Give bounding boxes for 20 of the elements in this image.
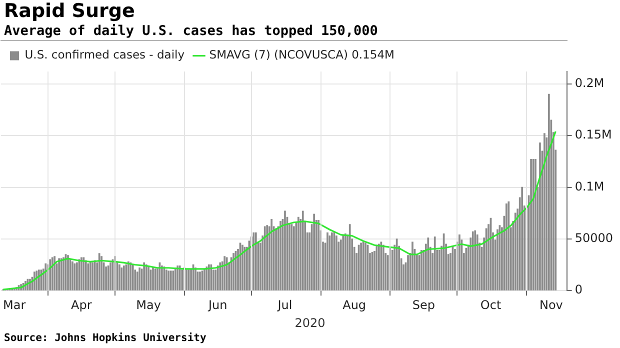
x-tick-label: Apr: [71, 298, 92, 312]
x-tick-label: Nov: [539, 298, 563, 312]
x-axis-title: 2020: [294, 316, 326, 330]
legend-label: SMAVG (7) (NCOVUSCA) 0.154M: [209, 48, 394, 62]
x-tick-label: Aug: [342, 298, 366, 312]
x-tick-label: Jun: [208, 298, 228, 312]
y-tick-label: 0: [574, 282, 582, 297]
y-tick-label: 0.2M: [574, 76, 604, 90]
chart-title: Rapid Surge: [4, 0, 135, 22]
x-tick-label: May: [136, 298, 161, 312]
y-tick-label: 50000: [574, 231, 614, 246]
source-note: Source: Johns Hopkins University: [4, 332, 206, 344]
legend-label: U.S. confirmed cases - daily: [24, 48, 185, 62]
y-tick-label: 0.15M: [574, 128, 612, 142]
x-tick-label: Mar: [3, 298, 26, 312]
x-tick-label: Oct: [480, 298, 502, 312]
x-tick-label: Jul: [276, 298, 292, 312]
y-tick-label: 0.1M: [574, 179, 604, 194]
chart-subtitle: Average of daily U.S. cases has topped 150,000: [4, 23, 378, 39]
x-tick-label: Sep: [412, 298, 435, 312]
